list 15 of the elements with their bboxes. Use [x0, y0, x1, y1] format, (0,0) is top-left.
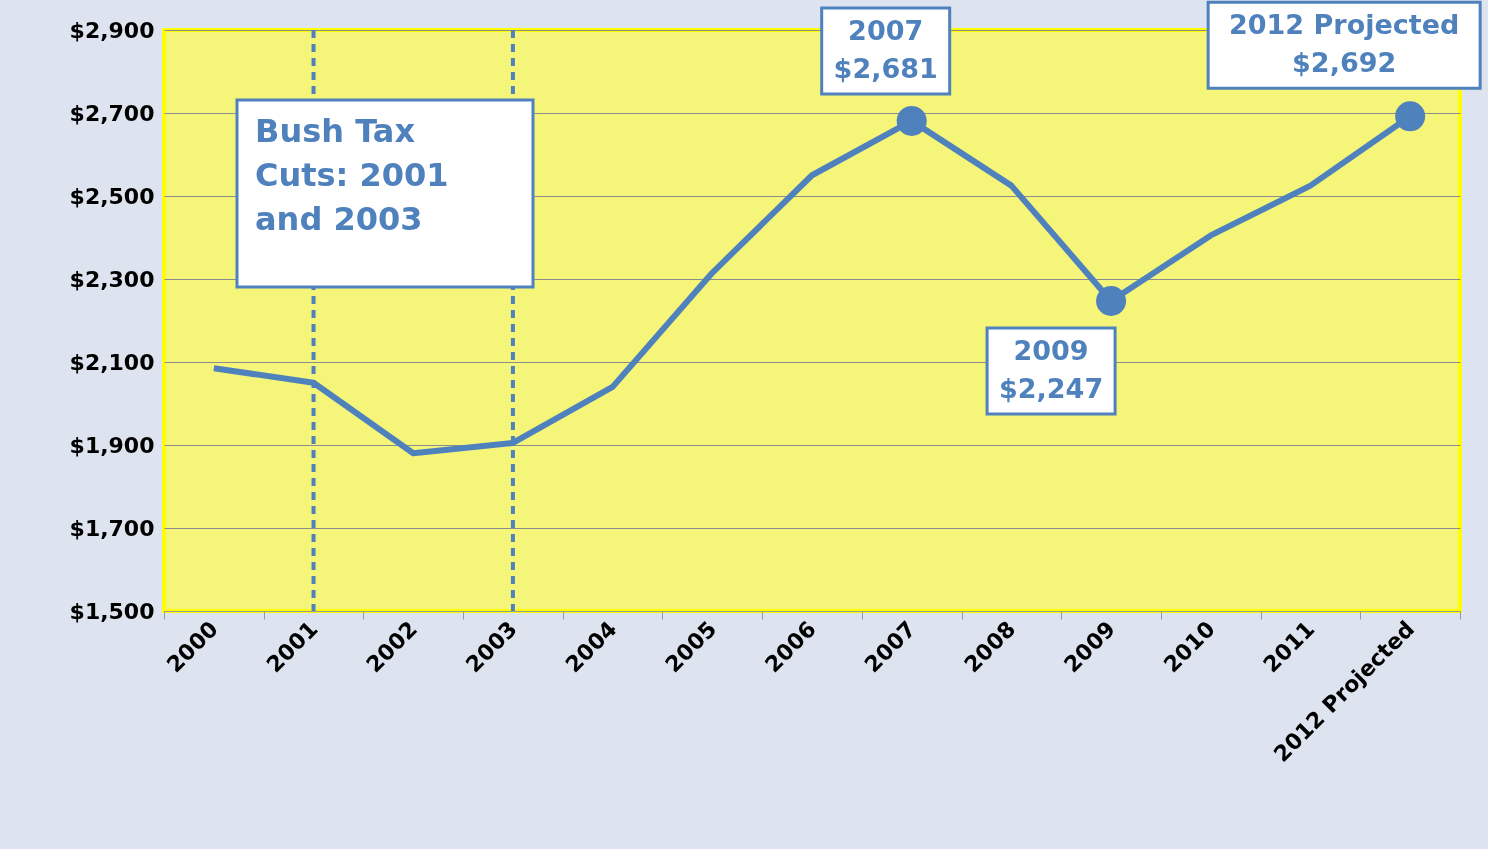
annotation: 2009 $2,247: [998, 334, 1104, 404]
annotation: 2012 Projected $2,692: [1228, 9, 1460, 79]
y-tick-label: $2,700: [69, 100, 155, 126]
point: [1096, 286, 1127, 316]
y-tick-label: $1,500: [69, 598, 155, 624]
annotation: 2007 $2,681: [833, 14, 938, 84]
y-tick-label: $2,500: [69, 183, 155, 209]
y-tick-label: $2,300: [69, 266, 155, 292]
y-tick-label: $2,900: [69, 17, 155, 43]
y-tick-label: $1,900: [69, 432, 155, 458]
annotation: Bush Tax Cuts: 2001 and 2003: [255, 112, 449, 238]
point: [896, 105, 927, 136]
point: [1395, 101, 1426, 132]
y-tick-label: $2,100: [69, 349, 155, 375]
y-tick-label: $1,700: [69, 515, 155, 541]
